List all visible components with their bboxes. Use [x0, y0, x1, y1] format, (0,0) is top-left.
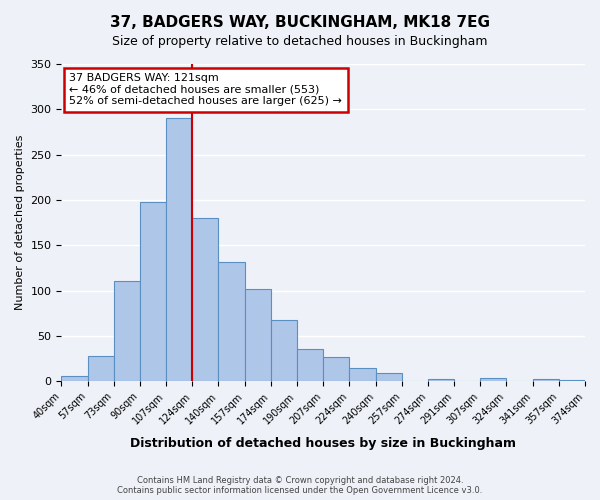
Bar	[271, 320, 297, 381]
Bar	[114, 282, 140, 381]
Bar	[428, 380, 454, 381]
Bar	[323, 356, 349, 381]
Bar	[166, 118, 193, 381]
Bar	[533, 380, 559, 381]
Y-axis label: Number of detached properties: Number of detached properties	[15, 135, 25, 310]
Bar	[245, 288, 271, 381]
Bar	[349, 368, 376, 381]
Bar	[559, 380, 585, 381]
Text: 37, BADGERS WAY, BUCKINGHAM, MK18 7EG: 37, BADGERS WAY, BUCKINGHAM, MK18 7EG	[110, 15, 490, 30]
Bar	[61, 376, 88, 381]
Bar	[376, 373, 402, 381]
Bar	[88, 356, 114, 381]
Bar	[193, 218, 218, 381]
Text: 37 BADGERS WAY: 121sqm
← 46% of detached houses are smaller (553)
52% of semi-de: 37 BADGERS WAY: 121sqm ← 46% of detached…	[69, 73, 342, 106]
Bar	[480, 378, 506, 381]
Text: Contains HM Land Registry data © Crown copyright and database right 2024.
Contai: Contains HM Land Registry data © Crown c…	[118, 476, 482, 495]
Bar	[218, 262, 245, 381]
Bar	[297, 350, 323, 381]
Bar	[140, 202, 166, 381]
X-axis label: Distribution of detached houses by size in Buckingham: Distribution of detached houses by size …	[130, 437, 516, 450]
Text: Size of property relative to detached houses in Buckingham: Size of property relative to detached ho…	[112, 35, 488, 48]
